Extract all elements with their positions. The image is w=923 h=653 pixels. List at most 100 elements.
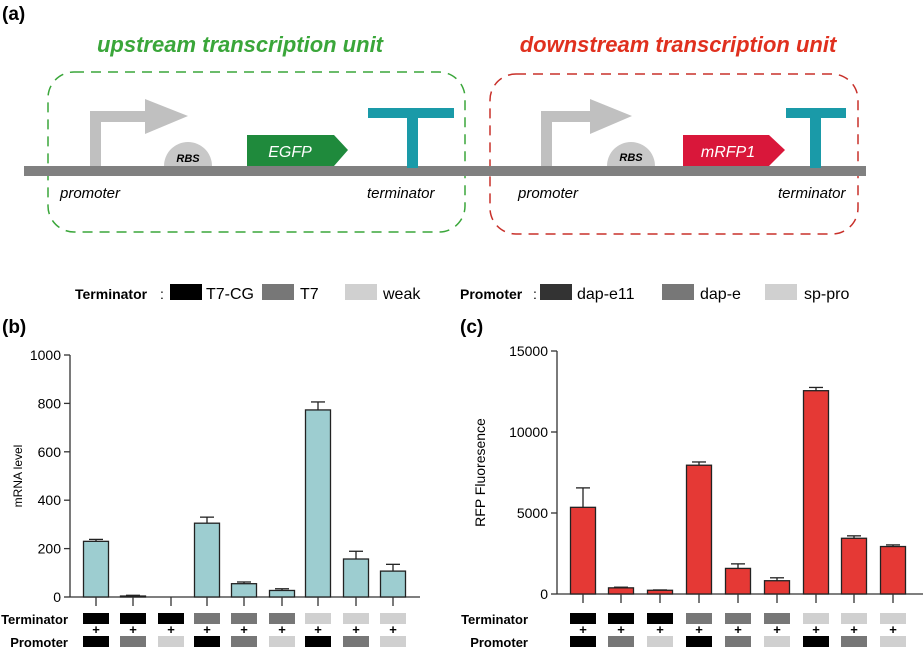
plus-sign: + — [889, 622, 897, 637]
terminator-swatch — [764, 613, 790, 624]
y-tick-label: 200 — [38, 541, 62, 557]
promoter-arrow-icon — [90, 99, 188, 166]
legend-label: dap-e — [700, 286, 741, 303]
y-tick-label: 0 — [540, 586, 548, 602]
bar — [802, 390, 830, 595]
legend-swatch-sp-pro — [765, 284, 797, 300]
terminator-swatch — [725, 613, 751, 624]
promoter-swatch — [608, 636, 634, 647]
promoter-swatch — [231, 636, 257, 647]
promoter-swatch — [343, 636, 369, 647]
promoter-swatch — [725, 636, 751, 647]
panel-label-b: (b) — [2, 317, 26, 338]
bar — [193, 522, 221, 598]
downstream-unit-box — [489, 73, 859, 235]
promoter-swatch — [764, 636, 790, 647]
y-tick-label: 800 — [38, 395, 62, 411]
bar — [724, 567, 752, 595]
legend-swatch-dap-e11 — [540, 284, 572, 300]
terminator-icon — [786, 108, 846, 168]
bar — [119, 595, 147, 598]
promoter-swatch — [120, 636, 146, 647]
legend-swatch-t7cg — [170, 284, 202, 300]
legend-label: dap-e11 — [577, 286, 635, 303]
promoter-swatch — [194, 636, 220, 647]
terminator-label: terminator — [367, 185, 436, 202]
dna-backbone — [24, 166, 866, 176]
plus-sign: + — [129, 622, 137, 637]
bar — [379, 570, 407, 598]
promoter-swatch — [305, 636, 331, 647]
legend-colon: : — [533, 286, 537, 302]
row-label-terminator: Terminator — [1, 612, 68, 627]
legend-promoter-title: Promoter — [460, 286, 523, 302]
bar — [840, 537, 868, 595]
terminator-swatch — [380, 613, 406, 624]
upstream-title: upstream transcription unit — [97, 32, 385, 57]
rbs-icon — [607, 142, 655, 166]
legend-label: T7-CG — [206, 286, 254, 303]
bar — [685, 464, 713, 595]
terminator-swatch — [120, 613, 146, 624]
y-tick-label: 0 — [53, 589, 61, 605]
plus-sign: + — [389, 622, 397, 637]
legend-swatch-weak — [345, 284, 377, 300]
promoter-swatch — [83, 636, 109, 647]
legend-swatch-dap-e — [662, 284, 694, 300]
promoter-swatch — [647, 636, 673, 647]
legend-label: T7 — [300, 286, 319, 303]
plus-sign: + — [203, 622, 211, 637]
plus-sign: + — [773, 622, 781, 637]
row-label-terminator: Terminator — [461, 612, 528, 627]
chart-rfp-fluorescence: 0 5000 10000 15000 RFP Fluoresence + + + + + + + + + T… — [461, 343, 923, 650]
legend-label: weak — [382, 286, 421, 303]
terminator-swatch — [231, 613, 257, 624]
egfp-gene-icon — [247, 135, 348, 166]
terminator-swatch — [841, 613, 867, 624]
plus-sign: + — [352, 622, 360, 637]
legend: Terminator : T7-CG T7 weak Promoter : da… — [75, 284, 849, 303]
legend-label: sp-pro — [804, 286, 849, 303]
bar — [646, 589, 674, 595]
plus-sign: + — [314, 622, 322, 637]
y-tick-label: 600 — [38, 444, 62, 460]
terminator-swatch — [158, 613, 184, 624]
bar — [879, 545, 907, 595]
y-axis-label: mRNA level — [11, 445, 25, 508]
bar — [763, 580, 791, 595]
plus-sign: + — [850, 622, 858, 637]
promoter-arrow-icon — [541, 99, 632, 166]
promoter-swatch — [269, 636, 295, 647]
y-axis-label: RFP Fluoresence — [472, 418, 488, 527]
y-tick-label: 5000 — [517, 505, 548, 521]
plus-sign: + — [734, 622, 742, 637]
y-tick-label: 10000 — [509, 424, 548, 440]
plus-sign: + — [240, 622, 248, 637]
promoter-swatch — [380, 636, 406, 647]
terminator-swatch — [647, 613, 673, 624]
promoter-label: promoter — [517, 185, 579, 202]
terminator-swatch — [686, 613, 712, 624]
promoter-swatch — [570, 636, 596, 647]
mrfp1-gene-icon — [683, 135, 785, 166]
y-tick-label: 15000 — [509, 343, 548, 359]
row-label-promoter: Promoter — [470, 635, 528, 650]
plus-sign: + — [656, 622, 664, 637]
bar — [230, 583, 258, 598]
downstream-title: downstream transcription unit — [520, 32, 838, 57]
legend-swatch-t7 — [262, 284, 294, 300]
terminator-swatch — [570, 613, 596, 624]
terminator-swatch — [343, 613, 369, 624]
rbs-label: RBS — [176, 153, 200, 165]
terminator-swatch — [880, 613, 906, 624]
bar — [82, 540, 110, 598]
terminator-swatch — [608, 613, 634, 624]
promoter-swatch — [880, 636, 906, 647]
y-tick-label: 400 — [38, 492, 62, 508]
terminator-swatch — [194, 613, 220, 624]
bar — [342, 558, 370, 598]
promoter-swatch — [686, 636, 712, 647]
terminator-swatch — [305, 613, 331, 624]
y-tick-label: 1000 — [30, 347, 61, 363]
